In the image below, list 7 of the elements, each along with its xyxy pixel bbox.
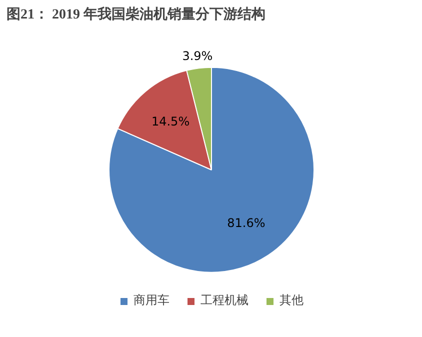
legend-label: 商用车 xyxy=(134,292,170,309)
legend-label: 其他 xyxy=(280,292,304,309)
legend-label: 工程机械 xyxy=(200,292,248,309)
data-label: 14.5% xyxy=(151,114,190,128)
data-label: 81.6% xyxy=(227,216,266,230)
data-label: 3.9% xyxy=(182,49,213,64)
chart-title: 图21： 2019 年我国柴油机销量分下游结构 xyxy=(6,6,266,22)
